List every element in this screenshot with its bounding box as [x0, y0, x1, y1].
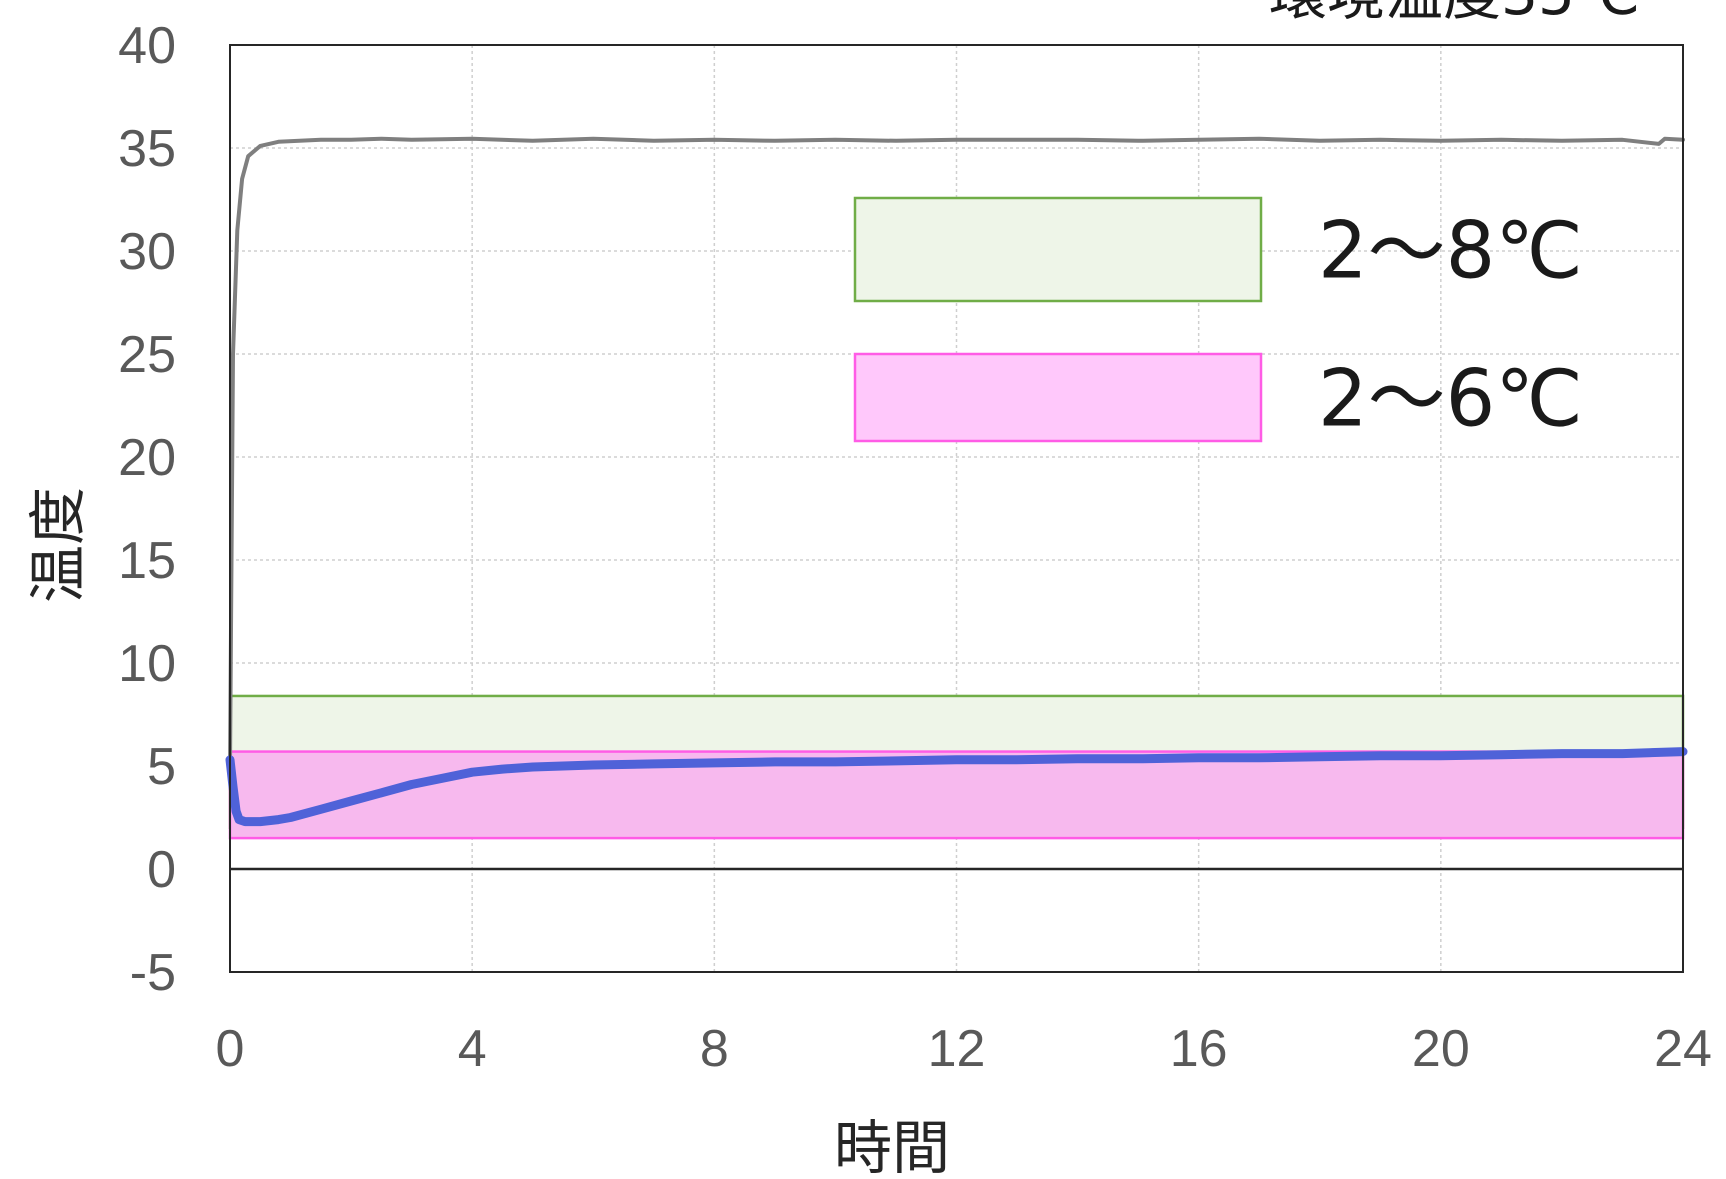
- y-tick-label: 0: [147, 841, 176, 899]
- plot-frame: [229, 44, 1684, 973]
- legend: 2～8℃ 2～6℃: [853, 196, 1583, 445]
- legend-swatch-2: [853, 352, 1263, 443]
- x-tick-label: 8: [700, 1020, 729, 1078]
- series-line-1: [228, 136, 1685, 768]
- axes: [229, 44, 1684, 973]
- y-tick-label: -5: [130, 944, 176, 1002]
- range-band-2: [228, 750, 1685, 840]
- x-axis-title: 時間: [834, 1114, 950, 1179]
- tick-labels: 40 35 30 25 20 15 10 5 0 -5 0 4 8 12 16 20 24: [118, 17, 1712, 1078]
- x-tick-label: 0: [216, 1020, 245, 1078]
- range-bands: [228, 694, 1685, 840]
- x-tick-label: 12: [928, 1020, 986, 1078]
- y-tick-label: 25: [118, 326, 176, 384]
- y-tick-label: 5: [147, 738, 176, 796]
- y-axis-title: 温度: [24, 487, 92, 603]
- legend-label-2: 2～6℃: [1318, 355, 1583, 445]
- legend-swatch-1: [853, 196, 1263, 303]
- y-tick-label: 20: [118, 429, 176, 487]
- y-tick-label: 30: [118, 223, 176, 281]
- legend-label-1: 2～8℃: [1318, 207, 1583, 297]
- series-line-2: [225, 747, 1688, 827]
- y-tick-label: 10: [118, 635, 176, 693]
- x-tick-label: 20: [1412, 1020, 1470, 1078]
- x-tick-label: 4: [458, 1020, 487, 1078]
- y-tick-label: 35: [118, 120, 176, 178]
- x-tick-label: 24: [1654, 1020, 1712, 1078]
- x-tick-label: 16: [1170, 1020, 1228, 1078]
- y-tick-label: 15: [118, 532, 176, 590]
- y-tick-label: 40: [118, 17, 176, 75]
- chart-title: 環境温度35℃: [1269, 0, 1640, 28]
- series-lines: [225, 136, 1688, 827]
